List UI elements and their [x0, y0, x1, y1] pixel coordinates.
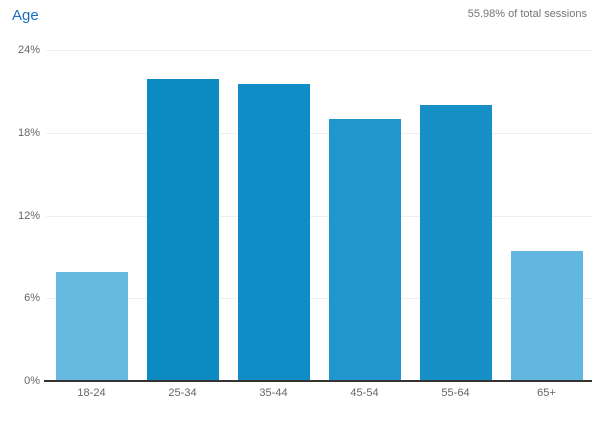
y-axis-tick-label: 18%	[17, 127, 40, 139]
y-axis-tick-label: 12%	[17, 210, 40, 222]
bar-55-64[interactable]	[420, 105, 492, 381]
report-title-age-link[interactable]: Age	[12, 7, 39, 24]
x-axis-category-label: 18-24	[77, 387, 106, 399]
y-axis-tick-label: 0%	[24, 375, 40, 387]
y-axis-tick-label: 24%	[17, 44, 40, 56]
x-axis-category-label: 45-54	[350, 387, 379, 399]
bar-35-44[interactable]	[238, 84, 310, 381]
gridline-6%	[46, 298, 592, 299]
x-axis-category-label: 55-64	[441, 387, 470, 399]
x-axis-category-label: 65+	[537, 387, 556, 399]
bar-25-34[interactable]	[147, 79, 219, 381]
x-axis-line	[44, 380, 592, 382]
bar-18-24[interactable]	[56, 272, 128, 381]
x-axis-category-label: 25-34	[168, 387, 197, 399]
bar-65+[interactable]	[511, 251, 583, 381]
gridline-18%	[46, 133, 592, 134]
total-sessions-note: 55.98% of total sessions	[467, 8, 587, 20]
x-axis-category-label: 35-44	[259, 387, 288, 399]
gridline-12%	[46, 216, 592, 217]
y-axis-tick-label: 6%	[24, 292, 40, 304]
gridline-24%	[46, 50, 592, 51]
bar-45-54[interactable]	[329, 119, 401, 381]
